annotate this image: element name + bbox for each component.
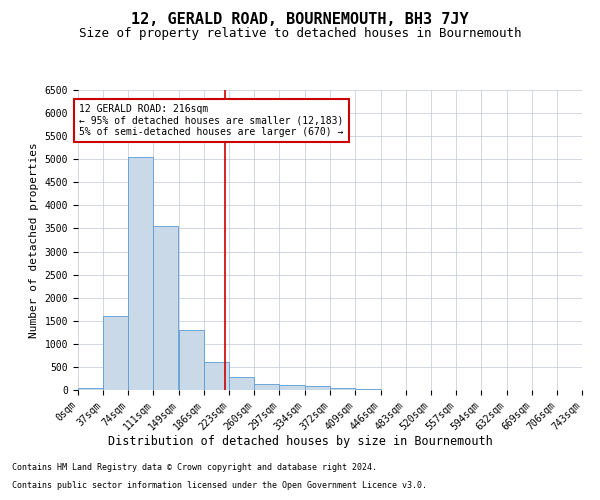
Text: 12, GERALD ROAD, BOURNEMOUTH, BH3 7JY: 12, GERALD ROAD, BOURNEMOUTH, BH3 7JY bbox=[131, 12, 469, 28]
Bar bbox=[331, 388, 355, 390]
Y-axis label: Number of detached properties: Number of detached properties bbox=[29, 142, 39, 338]
Text: Size of property relative to detached houses in Bournemouth: Size of property relative to detached ho… bbox=[79, 28, 521, 40]
Bar bbox=[204, 362, 229, 390]
Bar bbox=[280, 386, 305, 390]
Bar bbox=[179, 330, 204, 390]
Text: Contains public sector information licensed under the Open Government Licence v3: Contains public sector information licen… bbox=[12, 481, 427, 490]
Text: 12 GERALD ROAD: 216sqm
← 95% of detached houses are smaller (12,183)
5% of semi-: 12 GERALD ROAD: 216sqm ← 95% of detached… bbox=[79, 104, 344, 137]
Text: Distribution of detached houses by size in Bournemouth: Distribution of detached houses by size … bbox=[107, 435, 493, 448]
Bar bbox=[229, 377, 254, 390]
Bar bbox=[355, 389, 380, 390]
Bar bbox=[254, 384, 280, 390]
Bar bbox=[305, 386, 329, 390]
Text: Contains HM Land Registry data © Crown copyright and database right 2024.: Contains HM Land Registry data © Crown c… bbox=[12, 464, 377, 472]
Bar bbox=[153, 226, 178, 390]
Bar bbox=[128, 157, 153, 390]
Bar bbox=[78, 388, 103, 390]
Bar bbox=[103, 316, 128, 390]
